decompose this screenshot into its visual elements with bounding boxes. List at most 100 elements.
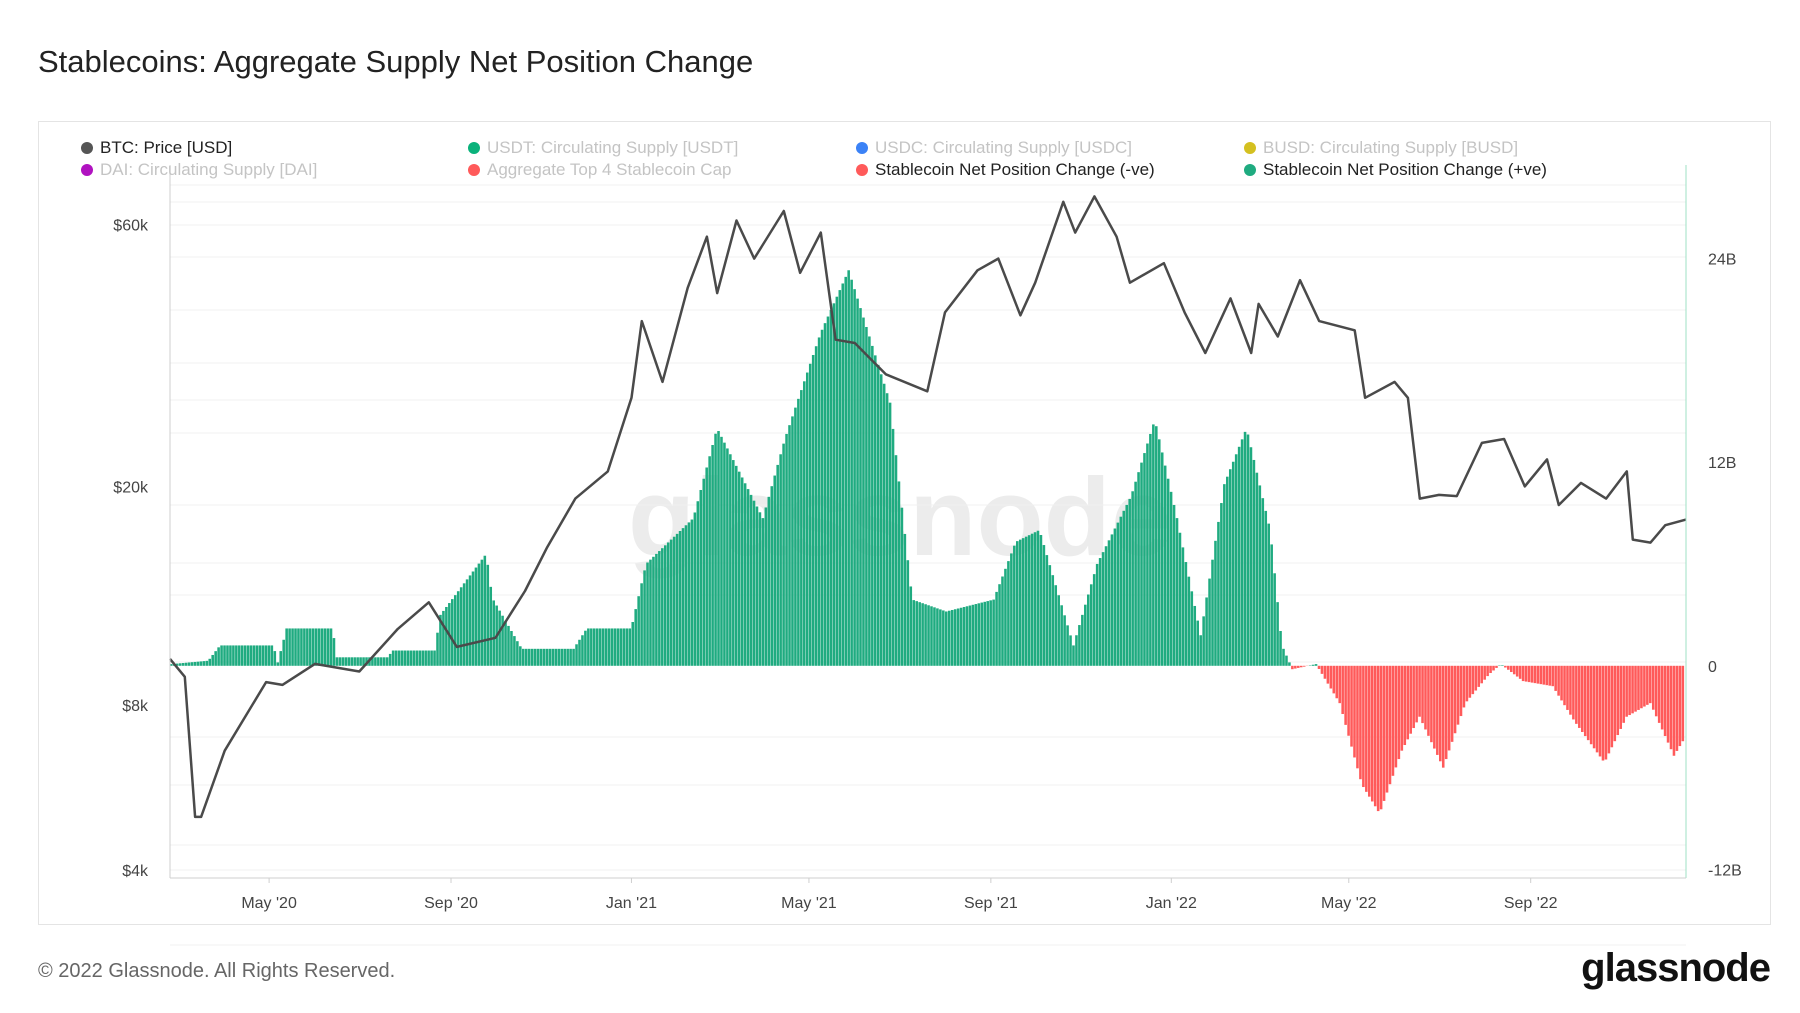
legend-item[interactable]: BTC: Price [USD] — [81, 138, 232, 158]
legend-item[interactable]: USDC: Circulating Supply [USDC] — [856, 138, 1132, 158]
net-position-bar-positive — [711, 445, 714, 666]
net-position-bar-positive — [243, 645, 247, 666]
net-position-bar-positive — [1039, 535, 1043, 666]
net-position-bar-positive — [708, 456, 711, 666]
net-position-bar-positive — [646, 562, 649, 666]
legend-dot-icon — [81, 164, 93, 176]
net-position-bar-positive — [797, 398, 800, 666]
net-position-bar-positive — [267, 645, 271, 666]
x-tick-label: Sep '21 — [964, 895, 1018, 912]
net-position-bar-positive — [655, 553, 658, 666]
net-position-bar-positive — [868, 336, 871, 666]
net-position-bar-positive — [983, 601, 987, 666]
net-position-bar-positive — [557, 648, 561, 666]
net-position-bar-negative — [1474, 665, 1478, 691]
net-position-bar-positive — [811, 354, 815, 666]
net-position-bar-positive — [912, 600, 916, 666]
net-position-bar-positive — [1095, 563, 1099, 666]
net-position-bar-positive — [1116, 522, 1120, 666]
net-position-bar-positive — [1057, 595, 1060, 666]
net-position-bar-positive — [909, 586, 913, 666]
net-position-bar-positive — [613, 628, 617, 666]
net-position-bar-negative — [1335, 665, 1339, 699]
net-position-bar-positive — [474, 567, 478, 666]
net-position-bar-positive — [385, 657, 389, 666]
net-position-bar-negative — [1515, 665, 1519, 677]
net-position-bar-negative — [1569, 665, 1572, 715]
net-position-bar-positive — [1089, 584, 1093, 666]
net-position-bar-negative — [1409, 665, 1412, 734]
net-position-bar-positive — [590, 628, 593, 666]
net-position-bar-positive — [776, 464, 779, 666]
net-position-bar-positive — [1137, 472, 1140, 666]
net-position-bar-positive — [791, 416, 794, 666]
net-position-bar-positive — [397, 650, 401, 666]
net-position-bar-positive — [382, 657, 386, 666]
net-position-bar-positive — [480, 559, 484, 666]
net-position-bar-positive — [823, 323, 827, 666]
net-position-bar-negative — [1563, 665, 1566, 706]
net-position-bar-positive — [377, 657, 380, 666]
net-position-bar-negative — [1681, 665, 1685, 742]
legend-dot-icon — [1244, 164, 1256, 176]
net-position-bar-positive — [1178, 532, 1182, 666]
net-position-bar-negative — [1297, 665, 1300, 668]
net-position-bar-negative — [1462, 665, 1466, 708]
net-position-bar-positive — [542, 648, 546, 666]
legend-item[interactable]: USDT: Circulating Supply [USDT] — [468, 138, 738, 158]
net-position-bar-negative — [1521, 665, 1525, 682]
net-position-bar-positive — [258, 645, 262, 666]
y-right-tick-label: 24B — [1708, 251, 1736, 268]
net-position-bar-positive — [400, 650, 404, 666]
net-position-bar-negative — [1338, 665, 1341, 704]
net-position-bar-positive — [465, 579, 469, 666]
x-tick-label: May '21 — [781, 895, 837, 912]
net-position-bar-positive — [175, 663, 179, 666]
net-position-bar-negative — [1613, 665, 1617, 742]
legend-item[interactable]: Aggregate Top 4 Stablecoin Cap — [468, 160, 731, 180]
legend-item[interactable]: DAI: Circulating Supply [DAI] — [81, 160, 317, 180]
net-position-bar-positive — [1246, 434, 1250, 666]
net-position-bar-positive — [409, 650, 413, 666]
net-position-bar-positive — [347, 657, 351, 666]
net-position-bar-negative — [1347, 665, 1350, 736]
net-position-bar-positive — [418, 650, 422, 666]
net-position-bar-positive — [829, 309, 833, 666]
net-position-bar-positive — [406, 650, 410, 666]
legend-item[interactable]: BUSD: Circulating Supply [BUSD] — [1244, 138, 1518, 158]
net-position-bar-positive — [1270, 544, 1273, 666]
net-position-bar-positive — [903, 533, 907, 666]
net-position-bar-positive — [1042, 545, 1046, 666]
net-position-bar-positive — [1223, 484, 1226, 666]
net-position-bar-positive — [962, 607, 966, 666]
net-position-bar-positive — [587, 628, 590, 666]
net-position-bar-negative — [1447, 665, 1451, 751]
net-position-bar-positive — [794, 407, 797, 666]
net-position-bar-negative — [1631, 665, 1634, 714]
net-position-bar-positive — [1021, 538, 1025, 666]
net-position-bar-negative — [1468, 665, 1472, 698]
net-position-bar-negative — [1649, 665, 1652, 704]
net-position-bar-positive — [767, 496, 771, 666]
net-position-bar-positive — [1092, 574, 1096, 666]
net-position-bar-positive — [601, 628, 605, 666]
net-position-bar-negative — [1444, 665, 1448, 760]
net-position-bar-negative — [1394, 665, 1398, 768]
net-position-bar-negative — [1400, 665, 1404, 751]
net-position-bar-positive — [737, 471, 741, 666]
net-position-bar-negative — [1595, 665, 1599, 753]
net-position-bar-positive — [950, 609, 954, 666]
net-position-bar-positive — [1101, 552, 1105, 666]
net-position-bar-positive — [942, 610, 945, 666]
legend-item[interactable]: Stablecoin Net Position Change (+ve) — [1244, 160, 1547, 180]
net-position-bar-positive — [214, 651, 217, 666]
net-position-bar-negative — [1619, 665, 1623, 729]
net-position-bar-positive — [246, 645, 250, 666]
net-position-bar-positive — [217, 647, 220, 666]
net-position-bar-positive — [226, 645, 229, 666]
net-position-bar-positive — [486, 564, 490, 666]
net-position-bar-positive — [1196, 620, 1200, 666]
net-position-bar-negative — [1628, 665, 1631, 716]
net-position-bar-negative — [1350, 665, 1353, 747]
legend-item[interactable]: Stablecoin Net Position Change (-ve) — [856, 160, 1155, 180]
